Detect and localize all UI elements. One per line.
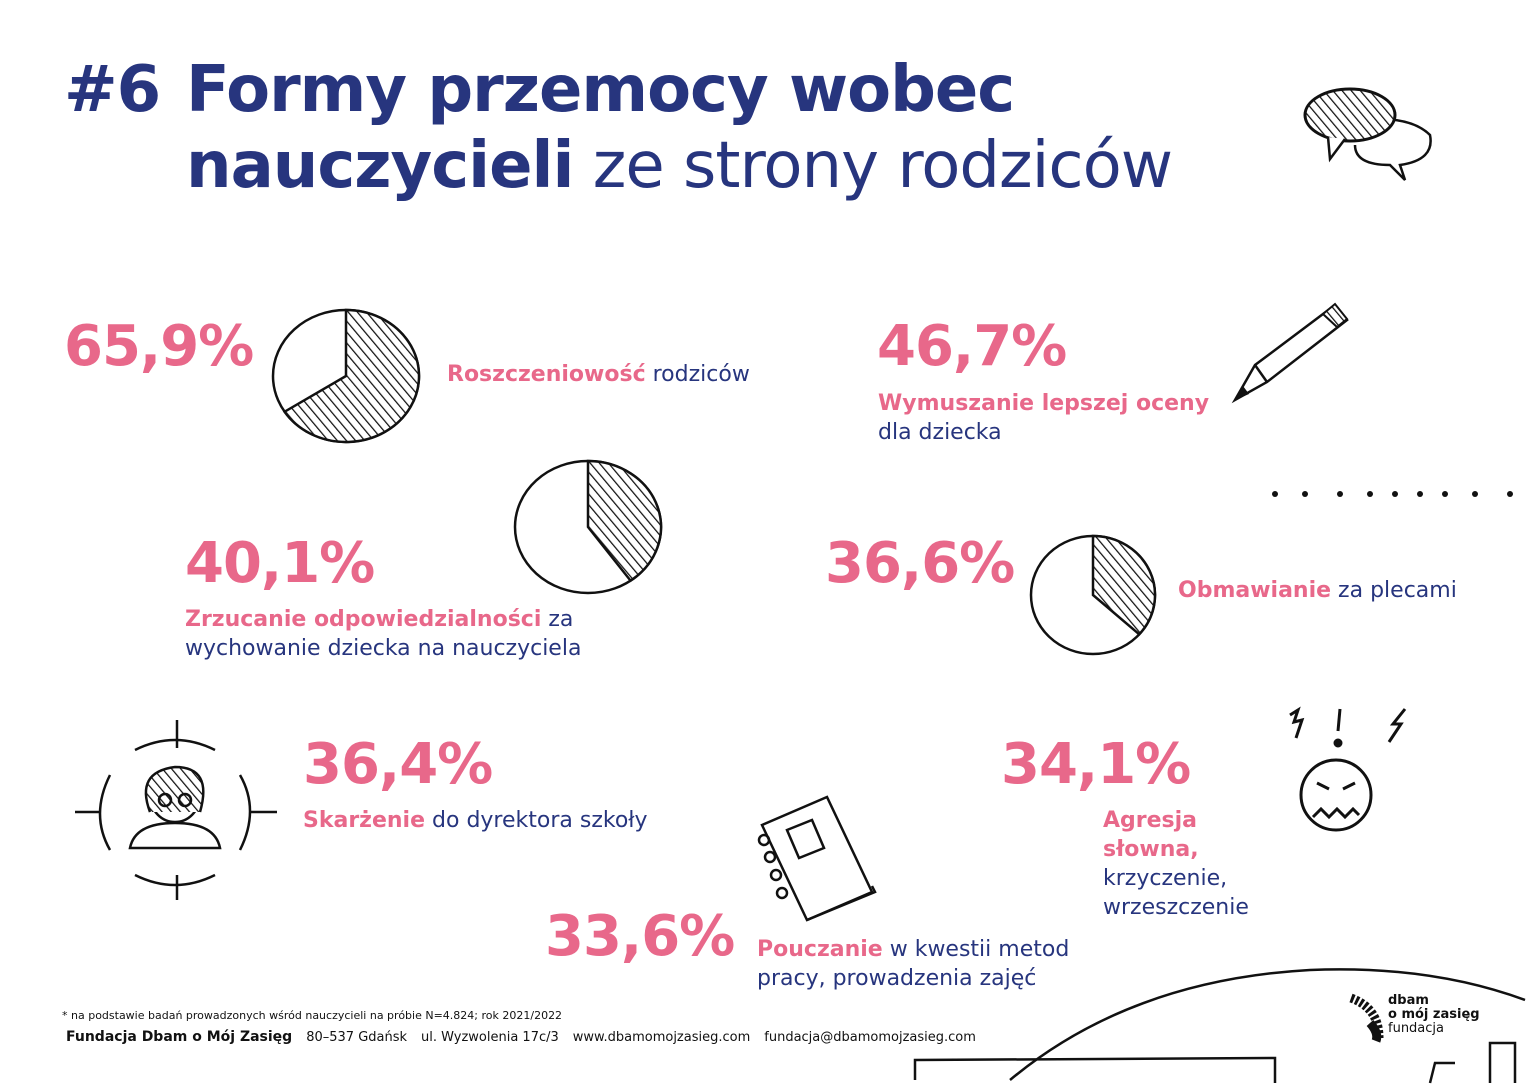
stat-label-rest: w kwestii metod pracy, prowadzenia zajęć [757, 937, 1070, 991]
logo-line-2: o mój zasięg [1388, 1007, 1480, 1022]
stat-value: 34,1% [1001, 732, 1191, 797]
stat-value: 33,6% [545, 904, 735, 969]
org-name: Fundacja Dbam o Mój Zasięg [66, 1029, 293, 1045]
stat-label: Roszczeniowość rodziców [447, 360, 750, 389]
stat-label-bold: Roszczeniowość [447, 362, 646, 387]
org-email-link[interactable]: fundacja@dbamomojzasieg.com [764, 1030, 976, 1045]
org-city: 80–537 Gdańsk [306, 1030, 408, 1045]
title-bold: nauczycieli [186, 129, 574, 203]
stat-label-rest: za plecami [1331, 578, 1457, 603]
org-website-link[interactable]: www.dbamomojzasieg.com [572, 1030, 751, 1045]
stat-value: 36,6% [825, 531, 1015, 596]
pencil-icon [1231, 302, 1349, 404]
pie-chart-40-1 [513, 459, 663, 595]
targeted-person-icon [75, 720, 277, 900]
stat-label: Pouczanie w kwestii metod pracy, prowadz… [757, 935, 1077, 993]
stat-label-bold: Skarżenie [303, 808, 426, 833]
stat-label-bold: Pouczanie [757, 937, 883, 962]
angry-face-icon [1289, 706, 1407, 832]
stat-label-rest: za wychowanie dziecka na nauczyciela [185, 607, 582, 661]
org-street: ul. Wyzwolenia 17c/3 [421, 1030, 559, 1045]
stat-label: Obmawianie za plecami [1178, 576, 1457, 605]
stat-label: Skarżenie do dyrektora szkoły [303, 806, 648, 835]
page-title: Formy przemocy wobec nauczycieli ze stro… [186, 52, 1173, 204]
notebook-icon [757, 795, 877, 922]
pie-slice [586, 459, 663, 583]
stat-value: 65,9% [64, 314, 254, 379]
dotted-line-decoration [1272, 491, 1513, 497]
stat-label-rest: dla dziecka [878, 420, 1002, 445]
stat-value: 36,4% [303, 732, 493, 797]
stat-label-rest: rodziców [645, 362, 750, 387]
logo-line-3: fundacja [1388, 1021, 1444, 1036]
title-line-1: Formy przemocy wobec [186, 53, 1015, 127]
title-line-2: nauczycieli ze strony rodziców [186, 128, 1173, 204]
stat-label: Agresja słowna, krzyczenie, wrzeszczenie [1103, 806, 1293, 922]
organization-contact: Fundacja Dbam o Mój Zasięg 80–537 Gdańsk u… [66, 1029, 990, 1045]
stat-label-rest: krzyczenie, wrzeszczenie [1103, 866, 1249, 920]
pie-slice [1091, 534, 1157, 637]
title-rest: ze strony rodziców [573, 129, 1173, 203]
stat-label-bold: Zrzucanie odpowiedzialności [185, 607, 542, 632]
stat-value: 46,7% [877, 314, 1067, 379]
stat-label: Wymuszanie lepszej oceny dla dziecka [878, 389, 1209, 447]
pie-slice [282, 308, 421, 444]
stat-label-rest: do dyrektora szkoły [425, 808, 648, 833]
speech-bubbles-icon [1303, 87, 1432, 181]
stat-label-bold: Wymuszanie lepszej oceny [878, 391, 1210, 416]
stat-label: Zrzucanie odpowiedzialności za wychowani… [185, 605, 605, 663]
logo-line-1: dbam [1388, 993, 1429, 1008]
desk-doodle-decoration [913, 968, 1526, 1084]
logo: dbam o mój zasięg fundacja [1388, 994, 1480, 1036]
pie-chart-65-9 [271, 308, 421, 444]
stat-label-bold: Obmawianie [1178, 578, 1332, 603]
stat-value: 40,1% [185, 531, 375, 596]
footnote: * na podstawie badań prowadzonych wśród … [62, 1009, 563, 1022]
stat-label-bold: Agresja słowna, [1103, 808, 1199, 862]
slide-number: #6 [64, 53, 161, 127]
logo-mark-icon [1349, 993, 1384, 1043]
pie-chart-36-6 [1029, 534, 1157, 656]
